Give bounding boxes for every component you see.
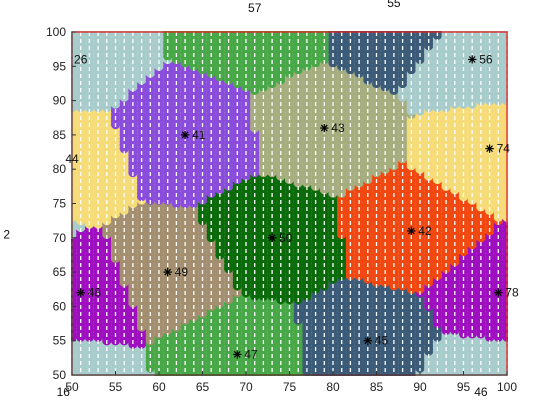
voronoi-scatter-chart: 50 55 60 65 70 75 80 85 90 95 10050556065707580859…	[3, 0, 519, 399]
